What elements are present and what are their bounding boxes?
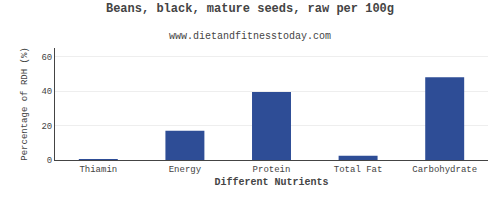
svg-text:Energy: Energy <box>169 165 202 175</box>
svg-text:0: 0 <box>47 156 52 166</box>
svg-text:Thiamin: Thiamin <box>79 165 117 175</box>
svg-text:Beans, black, mature seeds, ra: Beans, black, mature seeds, raw per 100g <box>106 2 394 16</box>
svg-text:Different Nutrients: Different Nutrients <box>214 177 328 188</box>
svg-text:20: 20 <box>41 122 52 132</box>
svg-text:Carbohydrate: Carbohydrate <box>412 165 477 175</box>
svg-text:Protein: Protein <box>253 165 291 175</box>
svg-text:60: 60 <box>41 53 52 63</box>
svg-text:www.dietandfitnesstoday.com: www.dietandfitnesstoday.com <box>169 31 331 42</box>
svg-text:40: 40 <box>41 87 52 97</box>
svg-text:Total Fat: Total Fat <box>334 165 383 175</box>
svg-text:Percentage of RDH (%): Percentage of RDH (%) <box>20 47 30 160</box>
